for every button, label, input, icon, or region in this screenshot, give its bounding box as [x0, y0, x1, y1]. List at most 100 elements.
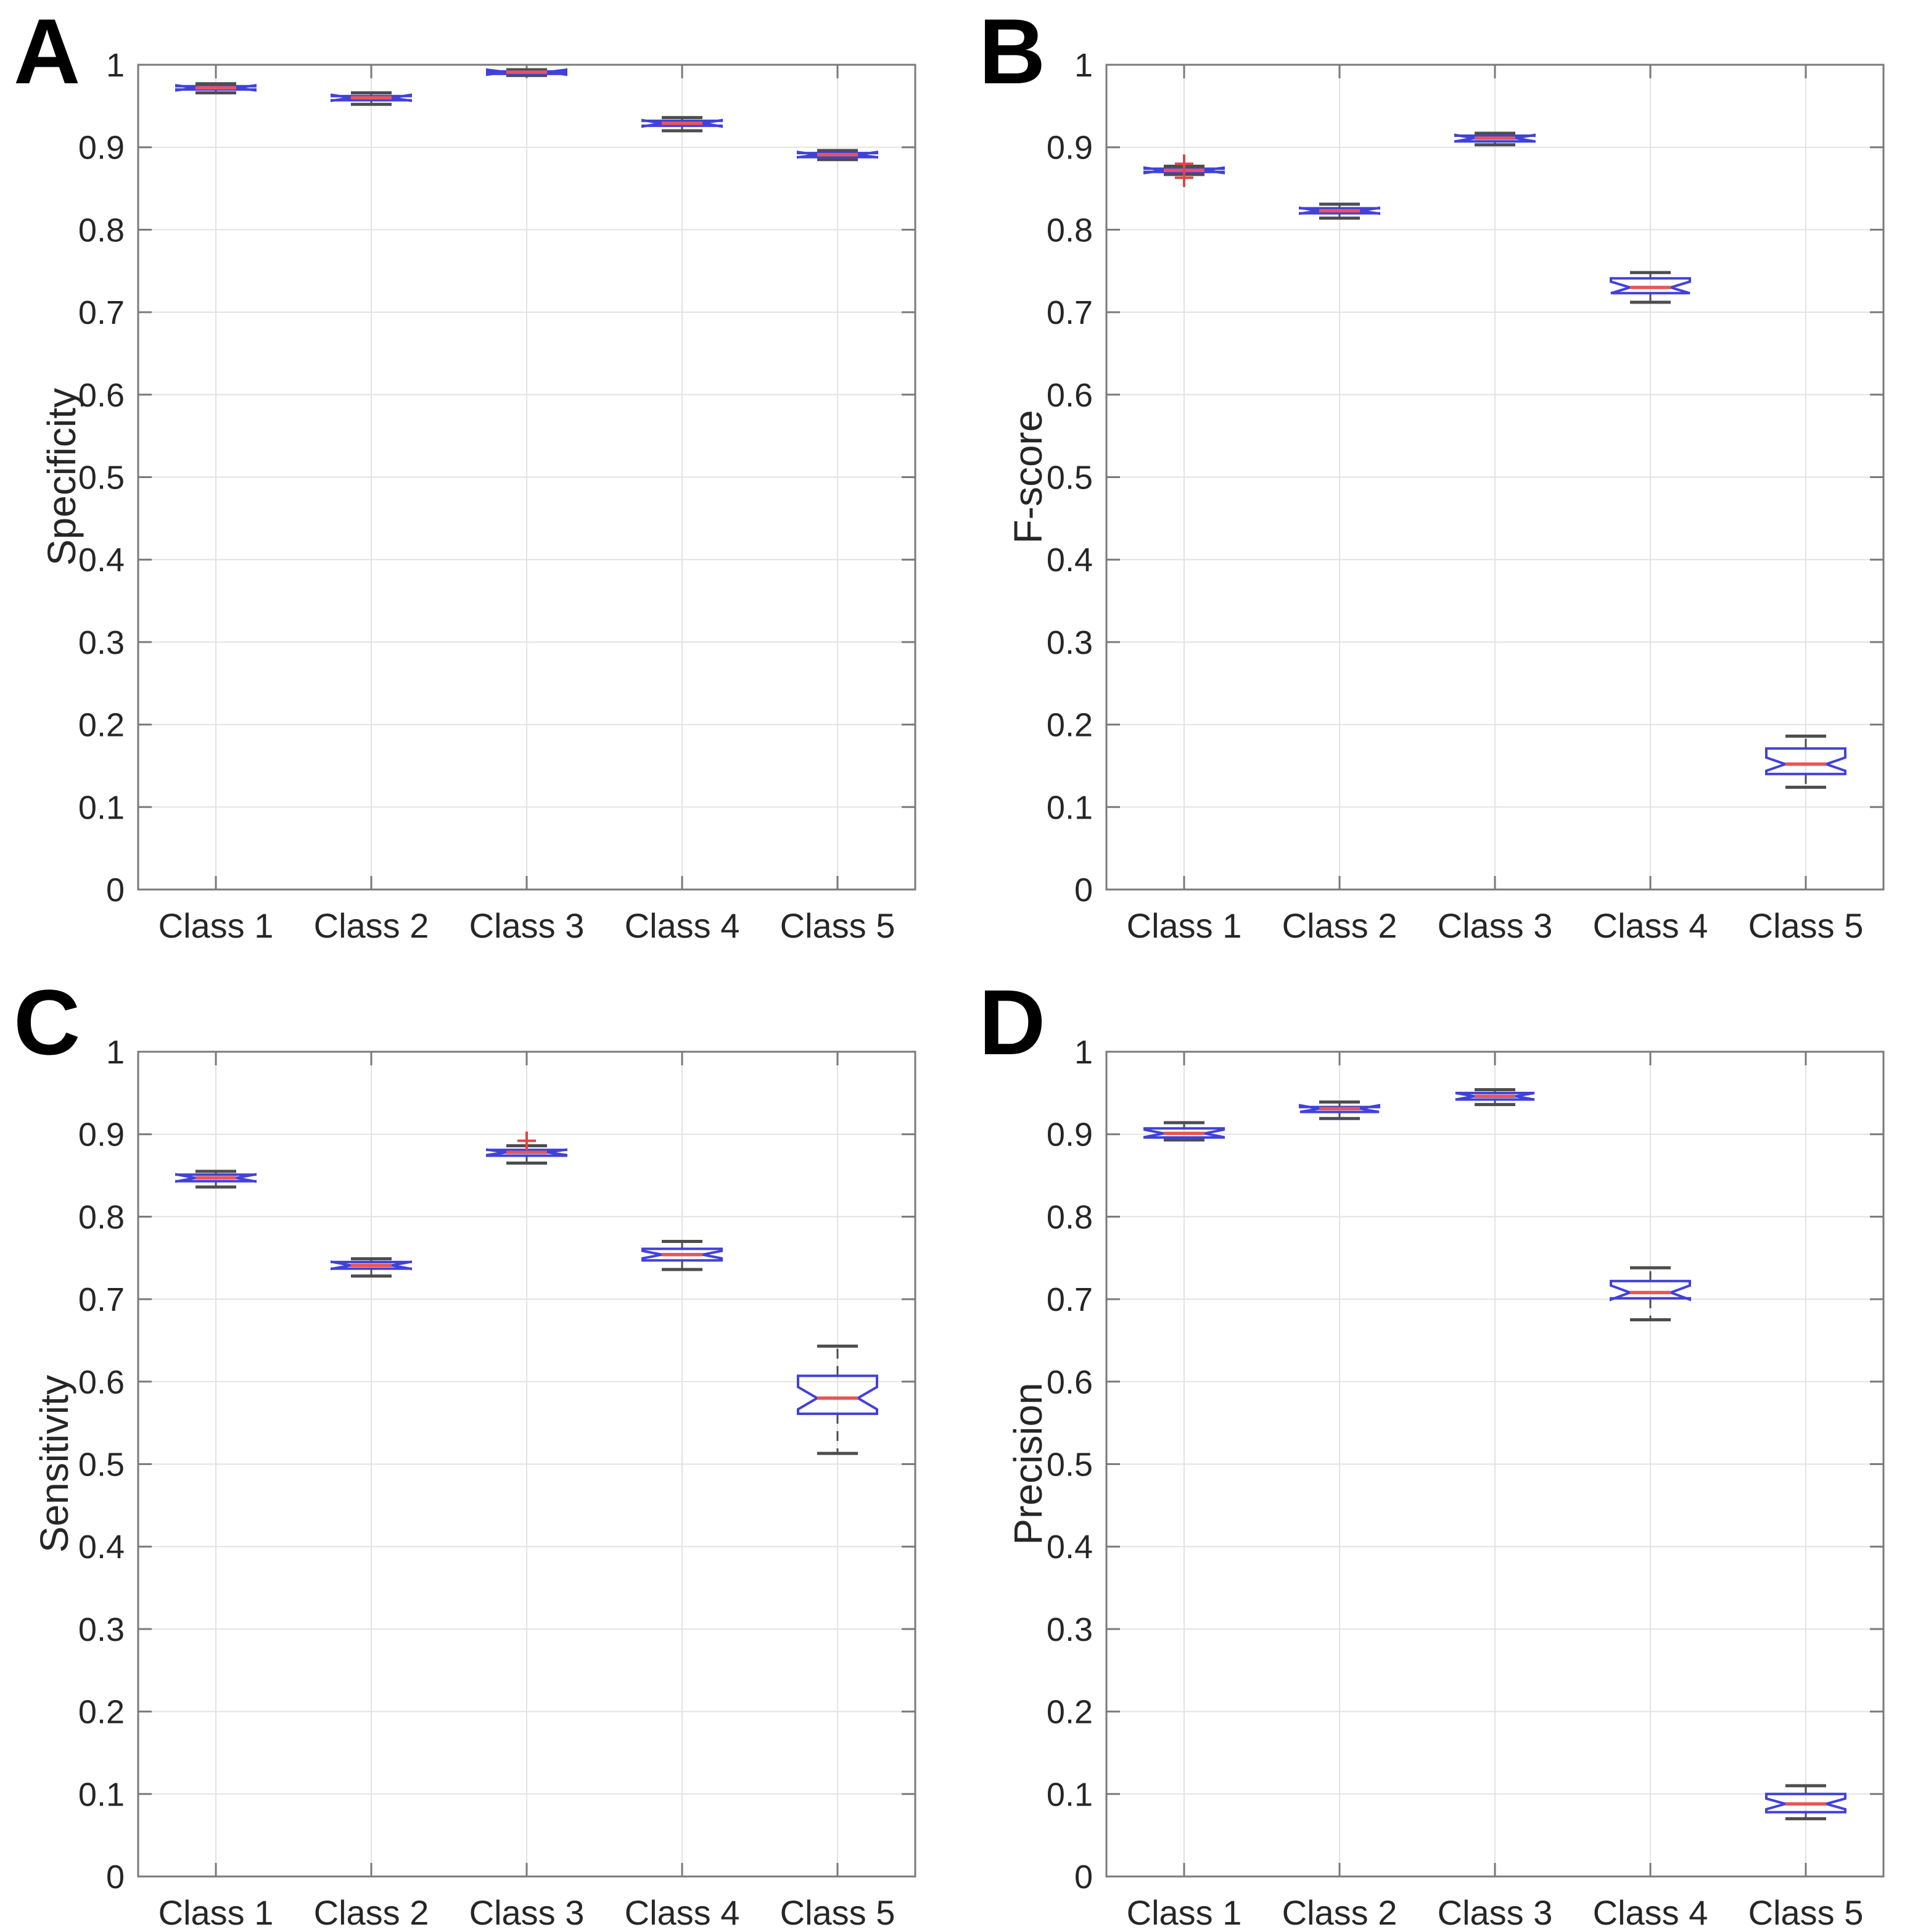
boxplot-class-1 — [175, 1170, 257, 1189]
y-tick-label: 0.7 — [78, 1281, 125, 1318]
panel-letter-c: C — [14, 970, 81, 1074]
y-tick-label: 0.1 — [1047, 789, 1093, 826]
notched-box — [1299, 206, 1380, 215]
whisker-caps — [1630, 1266, 1671, 1322]
panel-b: B F-score 0 0.1 0.2 0.3 0.4 0.5 0.6 0.7 0.8 0.9 1 C… — [955, 0, 1910, 966]
notched-box — [1610, 277, 1691, 295]
y-tick-label: 0.2 — [1047, 707, 1093, 744]
y-tick-label: 0.1 — [1047, 1776, 1093, 1813]
x-category-label: Class 2 — [314, 1893, 429, 1932]
whisker-caps — [1475, 131, 1515, 147]
boxplot-class-5 — [797, 149, 878, 162]
axes — [1105, 1051, 1885, 1878]
tick-labels: 0 0.1 0.2 0.3 0.4 0.5 0.6 0.7 0.8 0.9 1 Class 1 Clas… — [1047, 47, 1863, 945]
y-tick-label: 0.5 — [78, 460, 125, 497]
whisker-caps — [1164, 1121, 1204, 1142]
notched-box — [1299, 1104, 1380, 1113]
whisker-caps — [351, 1257, 392, 1278]
notched-box — [1143, 166, 1225, 175]
y-tick-label: 0 — [1074, 1859, 1093, 1896]
boxplot-class-1 — [1143, 1121, 1225, 1142]
y-tick-label: 0.6 — [1047, 377, 1093, 414]
boxplot-class-2 — [331, 1257, 412, 1278]
x-category-label: Class 1 — [158, 1893, 274, 1932]
notched-box — [641, 118, 723, 128]
x-category-label: Class 4 — [1593, 1893, 1708, 1932]
y-tick-label: 0.2 — [78, 707, 125, 744]
x-category-label: Class 5 — [1748, 1893, 1864, 1932]
whisker-caps — [506, 68, 547, 77]
boxplot-svg-d: 0 0.1 0.2 0.3 0.4 0.5 0.6 0.7 0.8 0.9 1 Class 1 Clas… — [1047, 1034, 1885, 1932]
gridlines — [1106, 1052, 1883, 1876]
x-category-label: Class 5 — [1748, 906, 1864, 945]
panel-letter-a: A — [14, 0, 81, 103]
gridlines — [138, 65, 915, 890]
panel-a: A Specificity 0 0.1 0.2 0.3 0.4 0.5 0.6 0.7 0.8 0… — [0, 0, 955, 966]
whisker-caps — [1630, 271, 1671, 304]
x-category-label: Class 4 — [625, 1893, 740, 1932]
y-tick-label: 0.1 — [78, 1776, 125, 1813]
boxplot-class-3 — [486, 1131, 567, 1165]
tick-labels: 0 0.1 0.2 0.3 0.4 0.5 0.6 0.7 0.8 0.9 1 Class 1 Clas… — [78, 47, 895, 945]
x-category-label: Class 5 — [780, 906, 895, 945]
y-tick-label: 0.3 — [1047, 624, 1093, 661]
x-category-label: Class 4 — [1593, 906, 1708, 945]
y-tick-label: 0 — [106, 1859, 125, 1896]
boxplot-class-5 — [797, 1344, 878, 1455]
boxplot-class-3 — [1454, 131, 1536, 147]
boxplot-class-2 — [1299, 1100, 1380, 1120]
y-tick-label: 0.7 — [1047, 1281, 1093, 1318]
y-tick-label: 0.4 — [78, 1529, 125, 1566]
boxplot-class-4 — [1610, 1266, 1691, 1322]
boxplot-svg-a: 0 0.1 0.2 0.3 0.4 0.5 0.6 0.7 0.8 0.9 1 Class 1 Clas… — [78, 47, 916, 945]
notched-box — [175, 1173, 257, 1183]
x-category-label: Class 3 — [469, 906, 585, 945]
y-tick-label: 0.2 — [78, 1694, 125, 1731]
y-tick-label: 0.5 — [78, 1447, 125, 1484]
y-tick-label: 0.9 — [78, 130, 125, 167]
y-tick-label: 0.8 — [78, 1199, 125, 1236]
notched-box — [797, 1374, 878, 1415]
notched-box — [1610, 1279, 1691, 1302]
outlier-plus-marker — [1175, 168, 1193, 188]
whisker-caps — [817, 149, 858, 162]
notched-box — [331, 1260, 412, 1271]
boxplot-class-2 — [1299, 202, 1380, 220]
whisker-caps — [196, 82, 236, 94]
boxplot-class-1 — [175, 82, 257, 94]
whisker-caps — [662, 116, 702, 133]
y-tick-label: 1 — [106, 1034, 125, 1071]
y-tick-label: 0.8 — [1047, 212, 1093, 249]
y-tick-label: 0.6 — [78, 1364, 125, 1401]
notched-box — [1454, 133, 1536, 143]
x-category-label: Class 1 — [1127, 1893, 1242, 1932]
y-tick-label: 0 — [1074, 872, 1093, 909]
whisker-caps — [1475, 1088, 1515, 1107]
y-tick-label: 0.7 — [1047, 294, 1093, 331]
tick-labels: 0 0.1 0.2 0.3 0.4 0.5 0.6 0.7 0.8 0.9 1 Class 1 Clas… — [1047, 1034, 1863, 1932]
boxplot-class-4 — [641, 116, 723, 133]
notched-box — [1765, 1793, 1846, 1814]
x-category-label: Class 5 — [780, 1893, 895, 1932]
boxplot-class-2 — [331, 91, 412, 106]
panel-letter-d: D — [979, 970, 1046, 1074]
y-tick-label: 0.9 — [1047, 130, 1093, 167]
axes — [137, 1051, 916, 1878]
tick-labels: 0 0.1 0.2 0.3 0.4 0.5 0.6 0.7 0.8 0.9 1 Class 1 Clas… — [78, 1034, 895, 1932]
y-tick-label: 0.8 — [78, 212, 125, 249]
y-tick-label: 0.9 — [1047, 1117, 1093, 1154]
y-tick-label: 0.6 — [78, 377, 125, 414]
boxplot-class-1 — [1143, 154, 1225, 188]
notched-box — [331, 93, 412, 102]
whisker-caps — [196, 1170, 236, 1189]
boxplot-class-5 — [1765, 734, 1846, 789]
boxplot-class-3 — [486, 68, 567, 77]
x-category-label: Class 3 — [469, 1893, 585, 1932]
boxplot-svg-b: 0 0.1 0.2 0.3 0.4 0.5 0.6 0.7 0.8 0.9 1 Class 1 Clas… — [1047, 47, 1885, 945]
boxplot-svg-c: 0 0.1 0.2 0.3 0.4 0.5 0.6 0.7 0.8 0.9 1 Class 1 Clas… — [78, 1034, 916, 1932]
notched-box — [1765, 747, 1846, 775]
x-category-label: Class 2 — [1282, 906, 1398, 945]
y-tick-label: 0.9 — [78, 1117, 125, 1154]
y-tick-label: 0.5 — [1047, 1447, 1093, 1484]
